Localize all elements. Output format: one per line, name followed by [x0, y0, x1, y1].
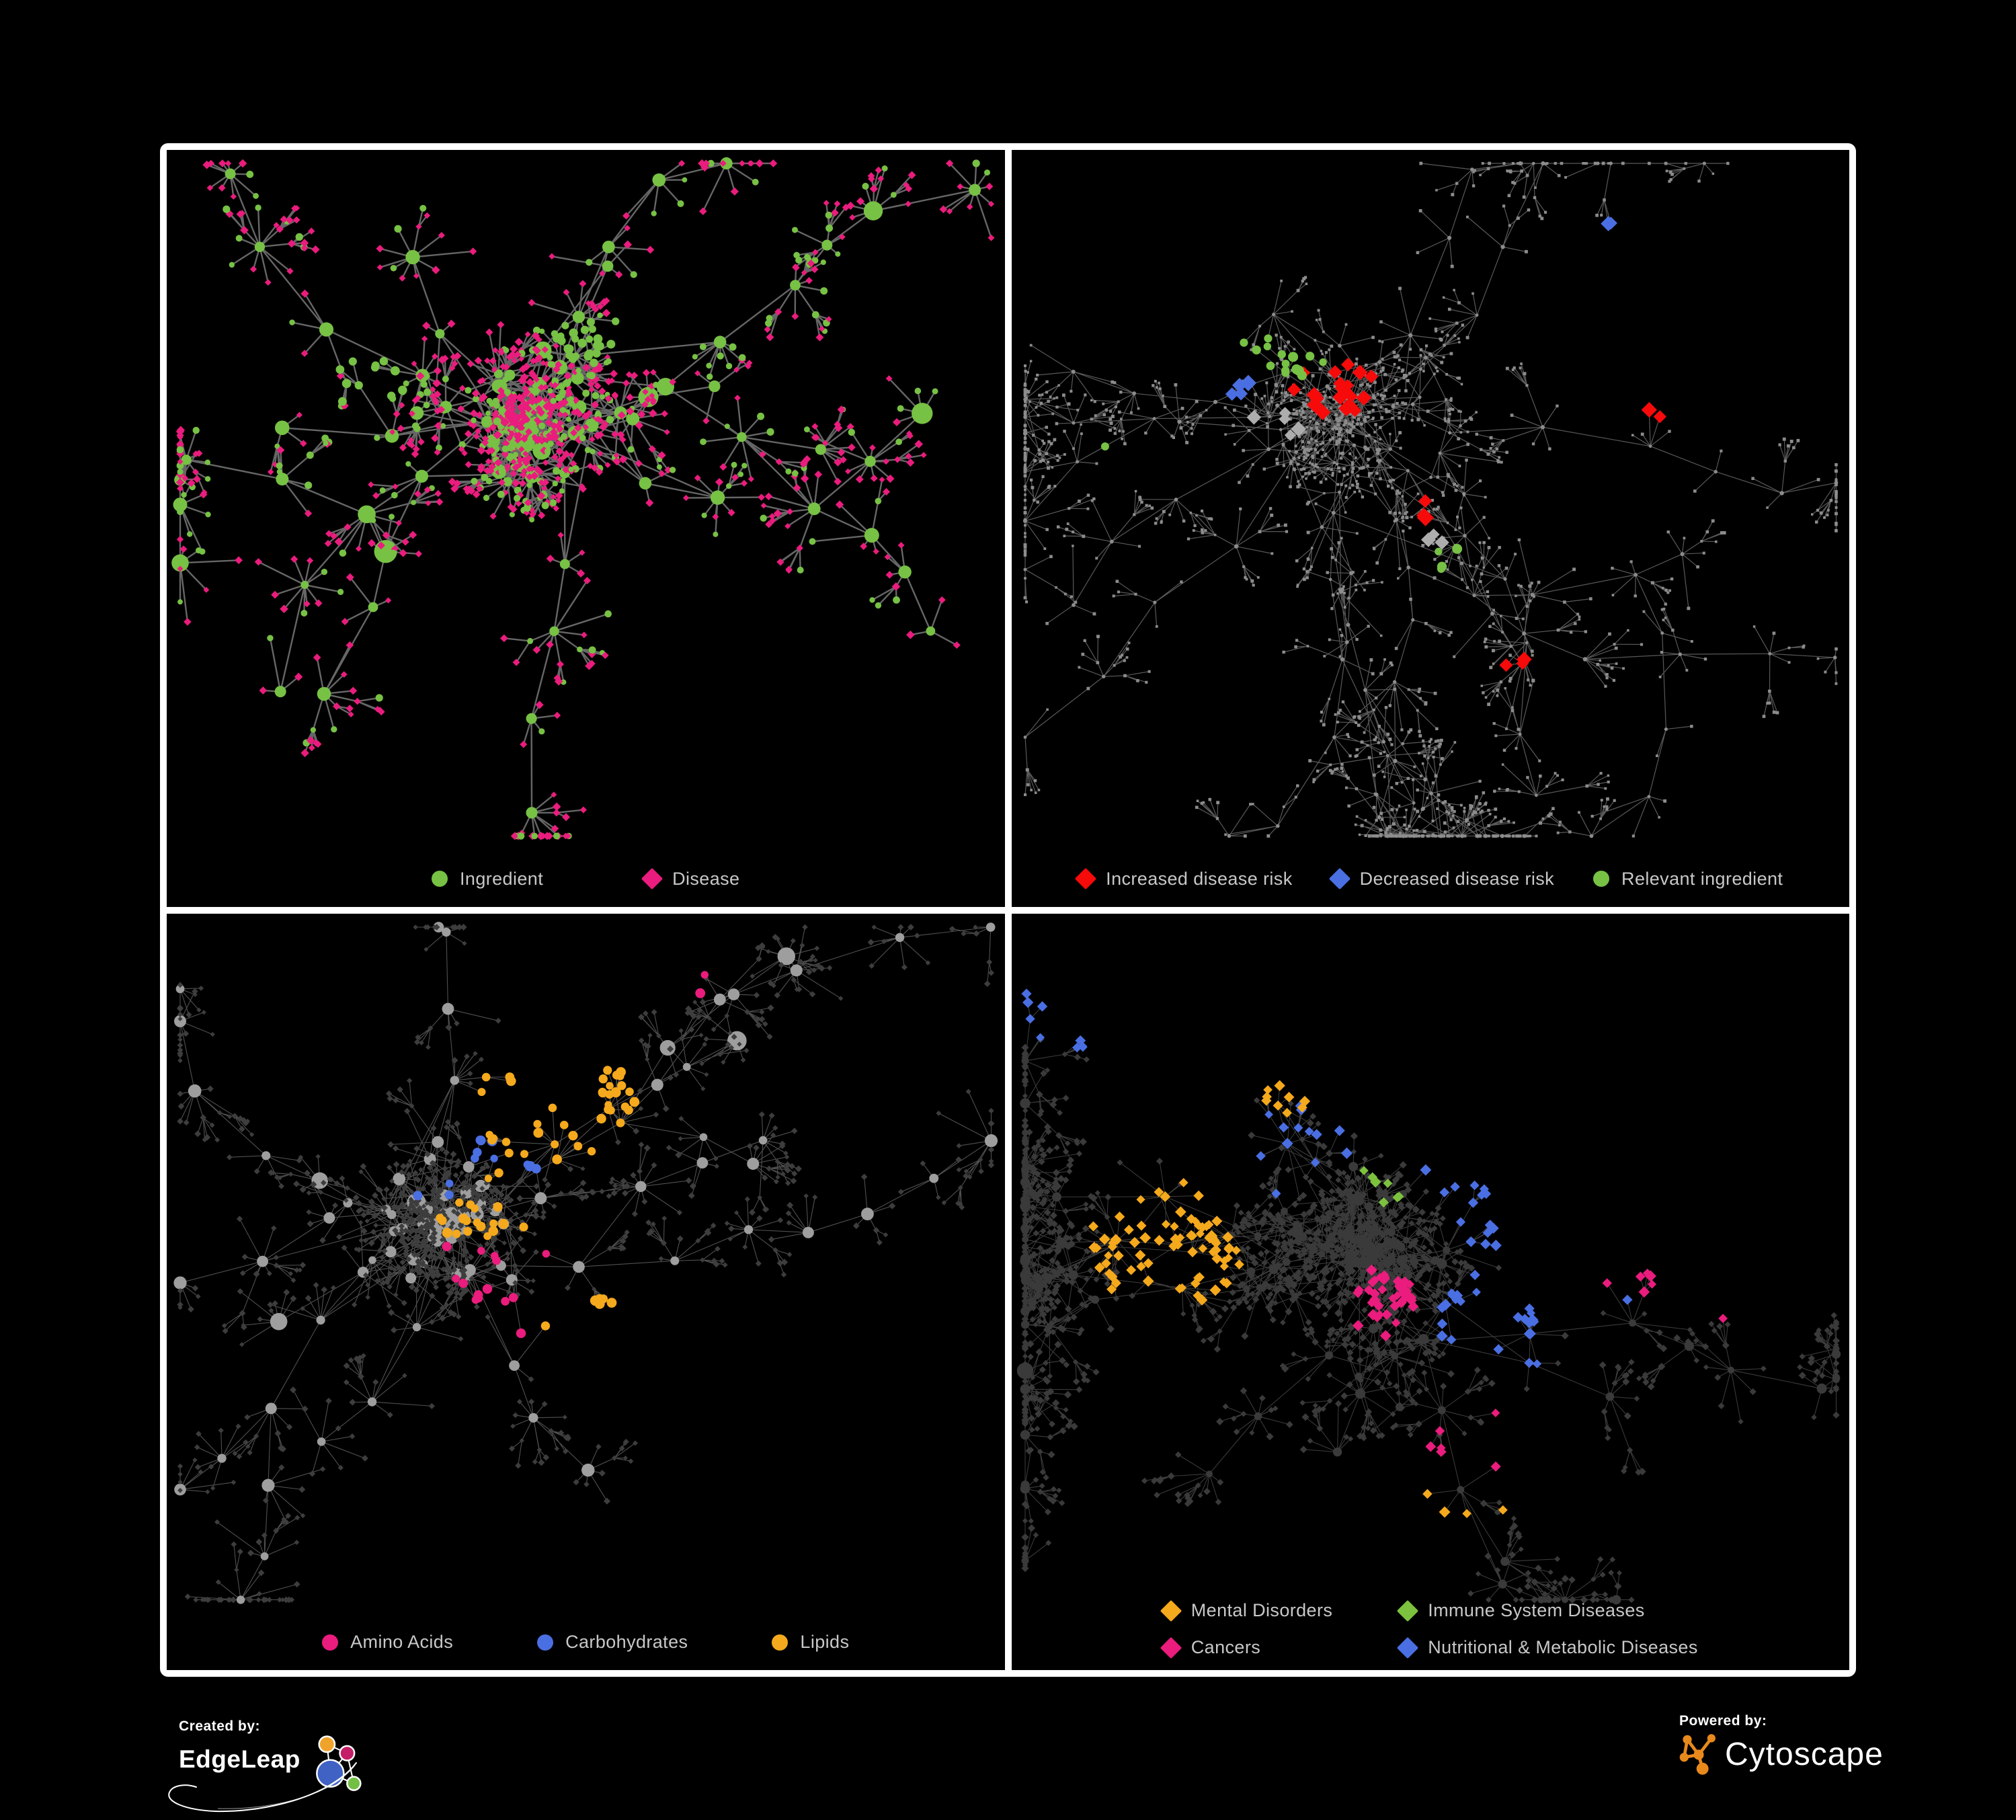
edgeleap-logo: EdgeLeap [168, 1735, 365, 1813]
highlighted-nodes-layer [335, 317, 620, 406]
ingredient-disease-legend: Ingredient Disease [167, 867, 1005, 890]
legend-label: Ingredient [460, 868, 544, 889]
legend-label: Mental Disorders [1191, 1600, 1333, 1620]
edgeleap-swoosh-icon [168, 1762, 357, 1813]
nutritional-metabolic-marker-icon [1397, 1636, 1419, 1659]
ingredient-marker-icon [432, 871, 448, 887]
legend-item-relevant-ingredient: Relevant ingredient [1593, 869, 1783, 889]
legend-label: Immune System Diseases [1428, 1600, 1645, 1620]
edges-layer [179, 162, 992, 837]
panel-ingredient-disease: Ingredient Disease [167, 150, 1005, 907]
disease-classes-network-graph [1016, 988, 1841, 1604]
legend-label: Lipids [800, 1632, 850, 1652]
disease-marker-icon [641, 867, 663, 890]
disease-risk-legend: Increased disease risk Decreased disease… [1012, 867, 1850, 890]
disease-risk-network-graph [1022, 161, 1838, 838]
cytoscape-logo: Cytoscape [1679, 1732, 1884, 1776]
panel-disease-classes: Mental Disorders Immune System Diseases … [1011, 913, 1850, 1670]
legend-label: Carbohydrates [565, 1632, 688, 1652]
legend-label: Nutritional & Metabolic Diseases [1428, 1637, 1698, 1657]
edgeleap-wordmark: EdgeLeap [179, 1745, 300, 1773]
highlighted-nodes-layer [1100, 216, 1666, 672]
created-by-label: Created by: [179, 1718, 261, 1734]
cancers-marker-icon [1160, 1636, 1182, 1659]
legend-item-lipids: Lipids [772, 1632, 849, 1653]
mental-disorders-marker-icon [1160, 1599, 1182, 1622]
legend-label: Decreased disease risk [1359, 868, 1555, 889]
decreased-risk-marker-icon [1328, 867, 1350, 890]
nutrient-classes-legend: Amino Acids Carbohydrates Lipids [167, 1632, 1005, 1653]
legend-item-cancers: Cancers [1160, 1636, 1332, 1659]
powered-by-label: Powered by: [1679, 1713, 1767, 1729]
immune-system-diseases-marker-icon [1397, 1599, 1419, 1622]
edgeleap-credit: Created by: EdgeLeap [168, 1718, 365, 1813]
cytoscape-credit: Powered by: Cytoscape [1679, 1713, 1884, 1776]
legend-item-disease: Disease [641, 867, 740, 890]
highlighted-nodes-layer [1020, 988, 1728, 1518]
ingredient-disease-network-graph [171, 157, 995, 840]
increased-risk-marker-icon [1075, 867, 1097, 890]
legend-item-nutritional-metabolic-diseases: Nutritional & Metabolic Diseases [1397, 1636, 1698, 1659]
relevant-ingredient-marker-icon [1593, 871, 1610, 887]
disease-classes-legend: Mental Disorders Immune System Diseases … [1012, 1599, 1850, 1659]
nodes-layer [1016, 1035, 1841, 1604]
nodes-layer [171, 157, 995, 840]
legend-item-decreased-risk: Decreased disease risk [1328, 867, 1555, 890]
lipids-marker-icon [772, 1634, 789, 1651]
legend-label: Increased disease risk [1106, 868, 1293, 889]
legend-label: Disease [672, 868, 740, 889]
highlighted-nodes-layer [413, 970, 709, 1338]
panel-disease-risk: Increased disease risk Decreased disease… [1011, 150, 1850, 907]
legend-item-increased-risk: Increased disease risk [1075, 867, 1293, 890]
amino-acids-marker-icon [322, 1634, 339, 1651]
legend-label: Amino Acids [350, 1632, 454, 1652]
panel-nutrient-classes: Amino Acids Carbohydrates Lipids [167, 913, 1005, 1670]
legend-item-mental-disorders: Mental Disorders [1160, 1599, 1333, 1622]
nutrient-classes-network-graph [173, 921, 998, 1604]
legend-item-carbohydrates: Carbohydrates [537, 1632, 688, 1653]
legend-item-amino-acids: Amino Acids [322, 1632, 453, 1653]
legend-label: Relevant ingredient [1621, 868, 1783, 889]
cytoscape-logo-icon [1679, 1734, 1716, 1775]
edges-layer [1024, 993, 1837, 1600]
legend-label: Cancers [1191, 1637, 1261, 1657]
nodes-layer [1022, 161, 1838, 838]
carbohydrates-marker-icon [537, 1634, 554, 1651]
cytoscape-wordmark: Cytoscape [1725, 1736, 1884, 1772]
figure-grid: Ingredient Disease Increased disease ris… [160, 143, 1856, 1677]
legend-item-ingredient: Ingredient [432, 869, 543, 889]
legend-item-immune-system-diseases: Immune System Diseases [1397, 1599, 1697, 1622]
